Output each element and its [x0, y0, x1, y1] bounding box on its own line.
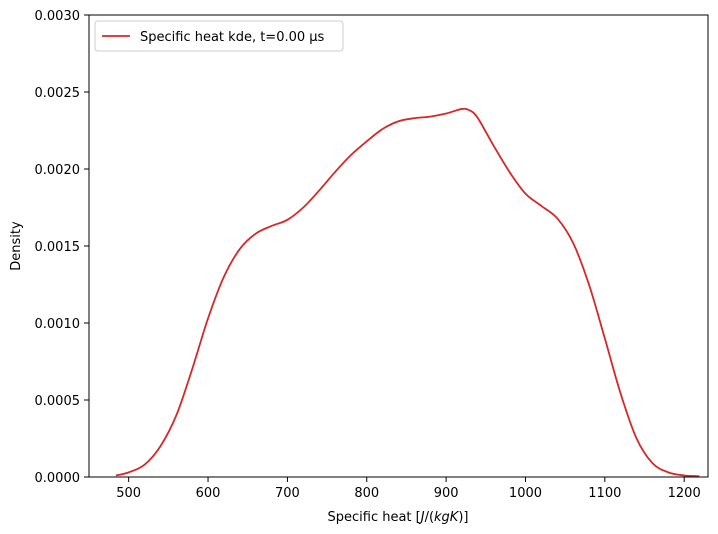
x-tick-label: 1200 [668, 486, 701, 501]
y-tick-label: 0.0020 [35, 163, 81, 178]
y-tick-label: 0.0015 [35, 240, 81, 255]
plot-area [89, 15, 708, 477]
y-axis-ticks: 0.0000 0.0005 0.0010 0.0015 0.0020 0.0025 0.00… [35, 9, 89, 486]
y-tick-label: 0.0030 [35, 9, 81, 24]
y-axis-label: Density [9, 221, 24, 271]
x-tick-label: 1100 [588, 486, 621, 501]
x-tick-label: 700 [275, 486, 300, 501]
y-tick-label: 0.0010 [35, 317, 81, 332]
x-axis-label: Specific heat [J/(kgK)] [328, 510, 469, 525]
kde-line [115, 107, 700, 478]
legend: Specific heat kde, t=0.00 μs [94, 20, 344, 52]
x-tick-label: 600 [196, 486, 221, 501]
x-tick-label: 500 [116, 486, 141, 501]
y-tick-label: 0.0025 [35, 86, 81, 101]
x-axis-ticks: 500 600 700 800 900 1000 1100 1200 [116, 477, 701, 501]
y-tick-label: 0.0005 [35, 394, 81, 409]
y-tick-label: 0.0000 [35, 471, 81, 486]
plot-frame [88, 14, 709, 478]
legend-label: Specific heat kde, t=0.00 μs [140, 30, 325, 45]
legend-box [94, 20, 344, 52]
x-tick-label: 1000 [509, 486, 542, 501]
x-tick-label: 900 [434, 486, 459, 501]
x-tick-label: 800 [354, 486, 379, 501]
